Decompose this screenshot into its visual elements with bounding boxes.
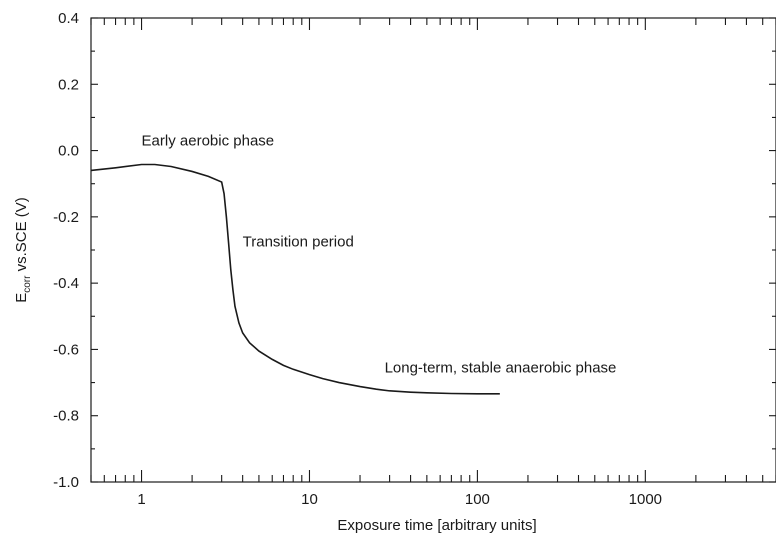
y-tick-label: -0.6 <box>53 341 79 358</box>
tick-marks <box>90 17 776 483</box>
y-axis-label-rest: vs.SCE (V) <box>13 197 30 275</box>
y-tick-label: -0.2 <box>53 209 79 226</box>
y-axis-label: Ecorr vs.SCE (V) <box>13 197 33 303</box>
plot-frame <box>90 17 776 483</box>
annotation-label: Early aerobic phase <box>142 133 275 150</box>
x-tick-label: 10 <box>301 491 318 508</box>
y-tick-label: 0.0 <box>58 143 79 160</box>
y-tick-label: 0.4 <box>58 10 79 27</box>
tick-labels: 1 10 100 1000 0.4 0.2 0.0 -0.2 -0.4 -0.6 -0.8 -1.0 <box>53 10 662 508</box>
y-tick-label: 0.2 <box>58 76 79 93</box>
annotation-label: Transition period <box>243 234 354 251</box>
series-line <box>90 163 500 395</box>
x-tick-label: 100 <box>465 491 490 508</box>
annotations: Early aerobic phase Transition period Long… <box>142 133 617 377</box>
x-tick-label: 1 <box>137 491 145 508</box>
x-axis-label: Exposure time [arbitrary units] <box>337 517 536 534</box>
y-tick-label: -1.0 <box>53 474 79 491</box>
annotation-label: Long-term, stable anaerobic phase <box>385 360 617 377</box>
y-tick-label: -0.4 <box>53 275 79 292</box>
y-tick-label: -0.8 <box>53 408 79 425</box>
y-axis-label-main: E <box>13 293 30 303</box>
y-axis-label-subscript: corr <box>22 275 33 293</box>
x-tick-label: 1000 <box>629 491 662 508</box>
